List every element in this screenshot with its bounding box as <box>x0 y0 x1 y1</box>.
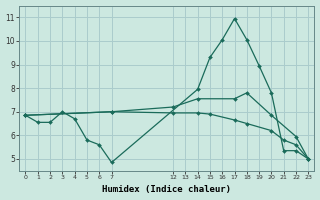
X-axis label: Humidex (Indice chaleur): Humidex (Indice chaleur) <box>102 185 231 194</box>
